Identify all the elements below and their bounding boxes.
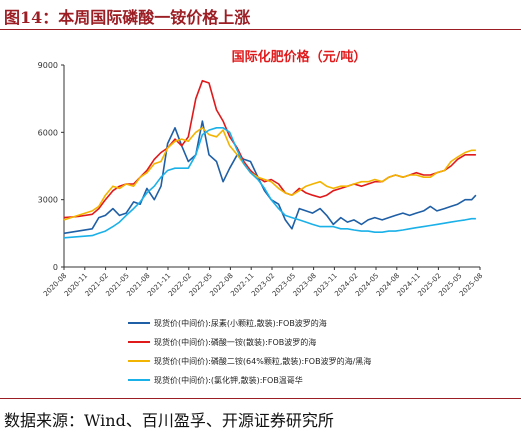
legend-label-1: 现货价(中间价):尿素(小颗粒,散装):FOB波罗的海 [154,318,327,328]
legend-label-2: 现货价(中间价):磷酸一铵(散装):FOB波罗的海 [154,337,316,347]
chart-svg: 国际化肥价格（元/吨） 03000600090002020-082020-112… [38,49,485,385]
chart-legend: 现货价(中间价):尿素(小颗粒,散装):FOB波罗的海现货价(中间价):磷酸一铵… [128,318,371,385]
chart-panel: 国际化肥价格（元/吨） 0 3000 6000 9000 2020-08 2020-11 2… [4,34,517,398]
figure-header: 图14：本周国际磷酸一铵价格上涨 [0,0,521,30]
y-tick-label: 3000 [38,196,58,205]
y-tick-label: 0 [53,263,58,272]
source-text: 数据来源：Wind、百川盈孚、开源证券研究所 [4,411,334,430]
legend-label-4: 现货价(中间价):(氯化钾,散装):FOB温哥华 [154,375,303,385]
source-footer: 数据来源：Wind、百川盈孚、开源证券研究所 [0,398,521,436]
chart-title: 国际化肥价格（元/吨） [232,49,367,65]
series-line-4 [63,127,476,239]
legend-label-3: 现货价(中间价):磷酸二铵(64%颗粒,散装):FOB波罗的海/黑海 [154,356,371,366]
chart-lines [63,79,477,239]
series-line-1 [63,120,477,235]
figure-header-text: 图14：本周国际磷酸一铵价格上涨 [4,8,251,27]
series-line-3 [63,127,476,221]
y-tick-label: 6000 [38,128,58,137]
y-tick-label: 9000 [38,61,58,70]
x-tick-label: 2025-08 [458,272,484,298]
